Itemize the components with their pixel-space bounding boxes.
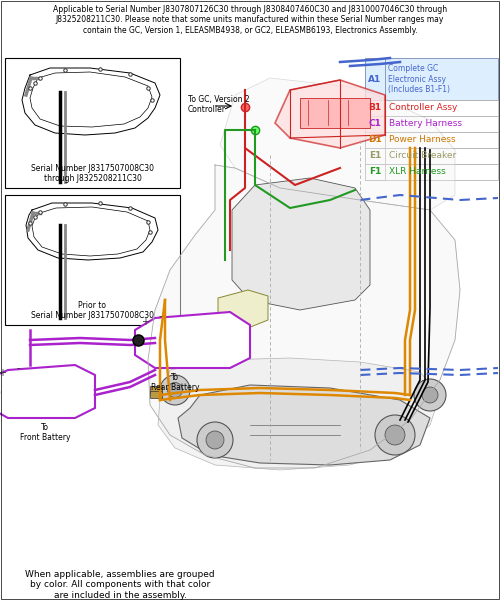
Text: B1: B1 <box>368 103 382 113</box>
Bar <box>365 58 498 100</box>
Text: Controller Assy: Controller Assy <box>389 103 458 113</box>
Bar <box>365 164 498 180</box>
Text: F1: F1 <box>369 167 381 176</box>
Text: C1: C1 <box>368 119 382 128</box>
Bar <box>365 100 385 116</box>
Bar <box>365 132 385 148</box>
Bar <box>365 116 498 132</box>
Text: D1: D1 <box>368 136 382 145</box>
Text: To
Rear Battery: To Rear Battery <box>151 373 199 392</box>
Circle shape <box>385 425 405 445</box>
Text: +: + <box>141 317 149 327</box>
Bar <box>150 391 162 398</box>
Text: XLR Harness: XLR Harness <box>389 167 446 176</box>
Polygon shape <box>275 80 385 148</box>
Polygon shape <box>158 358 440 470</box>
Bar <box>365 58 385 100</box>
Text: E1: E1 <box>369 151 381 160</box>
Bar <box>365 100 498 116</box>
Circle shape <box>375 415 415 455</box>
Polygon shape <box>178 385 430 465</box>
Text: -: - <box>16 363 20 373</box>
Polygon shape <box>148 165 460 468</box>
Text: A1: A1 <box>368 74 382 83</box>
Circle shape <box>206 431 224 449</box>
Bar <box>150 386 162 393</box>
Text: Applicable to Serial Number J8307807126C30 through J8308407460C30 and J831000704: Applicable to Serial Number J8307807126C… <box>53 5 447 35</box>
Text: Complete GC
Electronic Assy
(Includes B1-F1): Complete GC Electronic Assy (Includes B1… <box>388 64 450 94</box>
Polygon shape <box>220 78 455 210</box>
Bar <box>148 336 162 346</box>
Circle shape <box>160 375 190 405</box>
Bar <box>365 148 385 164</box>
Circle shape <box>168 383 182 397</box>
Text: Battery Harness: Battery Harness <box>389 119 462 128</box>
Polygon shape <box>232 178 370 310</box>
Circle shape <box>197 422 233 458</box>
Text: +: + <box>0 368 6 378</box>
Bar <box>5 195 180 325</box>
Text: To
Front Battery: To Front Battery <box>20 423 70 442</box>
Polygon shape <box>135 312 250 368</box>
Circle shape <box>414 379 446 411</box>
Text: Serial Number J8317507008C30
through J8325208211C30: Serial Number J8317507008C30 through J83… <box>31 164 154 183</box>
Text: To GC, Version 2
Controller: To GC, Version 2 Controller <box>188 95 250 115</box>
Bar <box>5 58 180 188</box>
Bar <box>365 148 498 164</box>
Text: Circuit Breaker: Circuit Breaker <box>389 151 456 160</box>
Bar <box>365 132 498 148</box>
Text: Power Harness: Power Harness <box>389 136 456 145</box>
Bar <box>365 164 385 180</box>
Bar <box>70 394 82 401</box>
Polygon shape <box>218 290 268 328</box>
Text: -: - <box>158 311 162 321</box>
Circle shape <box>422 387 438 403</box>
Text: Prior to
Serial Number J8317507008C30: Prior to Serial Number J8317507008C30 <box>31 301 154 320</box>
Bar <box>365 116 385 132</box>
Bar <box>300 98 370 128</box>
Text: When applicable, assemblies are grouped
by color. All components with that color: When applicable, assemblies are grouped … <box>25 570 215 600</box>
Polygon shape <box>0 365 95 418</box>
